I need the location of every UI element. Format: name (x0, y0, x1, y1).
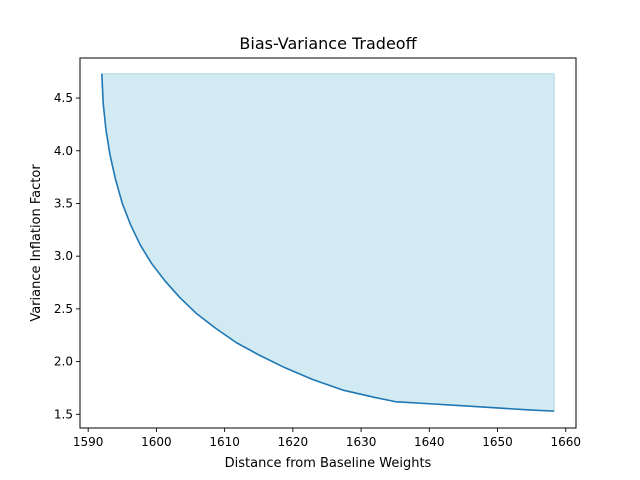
y-axis-label: Variance Inflation Factor (29, 164, 44, 322)
plot-area (101, 73, 555, 412)
x-tick-label: 1660 (550, 435, 581, 449)
y-tick-label: 3.5 (54, 196, 73, 210)
x-tick-label: 1590 (73, 435, 104, 449)
x-tick-label: 1610 (209, 435, 240, 449)
x-tick-label: 1600 (141, 435, 172, 449)
x-tick-label: 1630 (346, 435, 377, 449)
y-tick-label: 1.5 (54, 407, 73, 421)
y-tick-label: 3.0 (54, 249, 73, 263)
axes-frame (79, 57, 577, 429)
y-tick-label: 2.5 (54, 302, 73, 316)
y-tick-label: 4.5 (54, 91, 73, 105)
series-line (101, 73, 555, 412)
x-tick-label: 1640 (414, 435, 445, 449)
x-tick-label: 1620 (278, 435, 309, 449)
chart-title: Bias-Variance Tradeoff (239, 34, 417, 53)
y-tick-label: 2.0 (54, 355, 73, 369)
y-axis-ticks: 1.5 2.0 2.5 3.0 3.5 4.0 4.5 (54, 91, 80, 421)
x-tick-label: 1650 (482, 435, 513, 449)
x-axis-ticks: 1590 1600 1610 1620 1630 1640 1650 1660 (73, 428, 581, 449)
y-tick-label: 4.0 (54, 144, 73, 158)
x-axis-label: Distance from Baseline Weights (225, 456, 432, 471)
